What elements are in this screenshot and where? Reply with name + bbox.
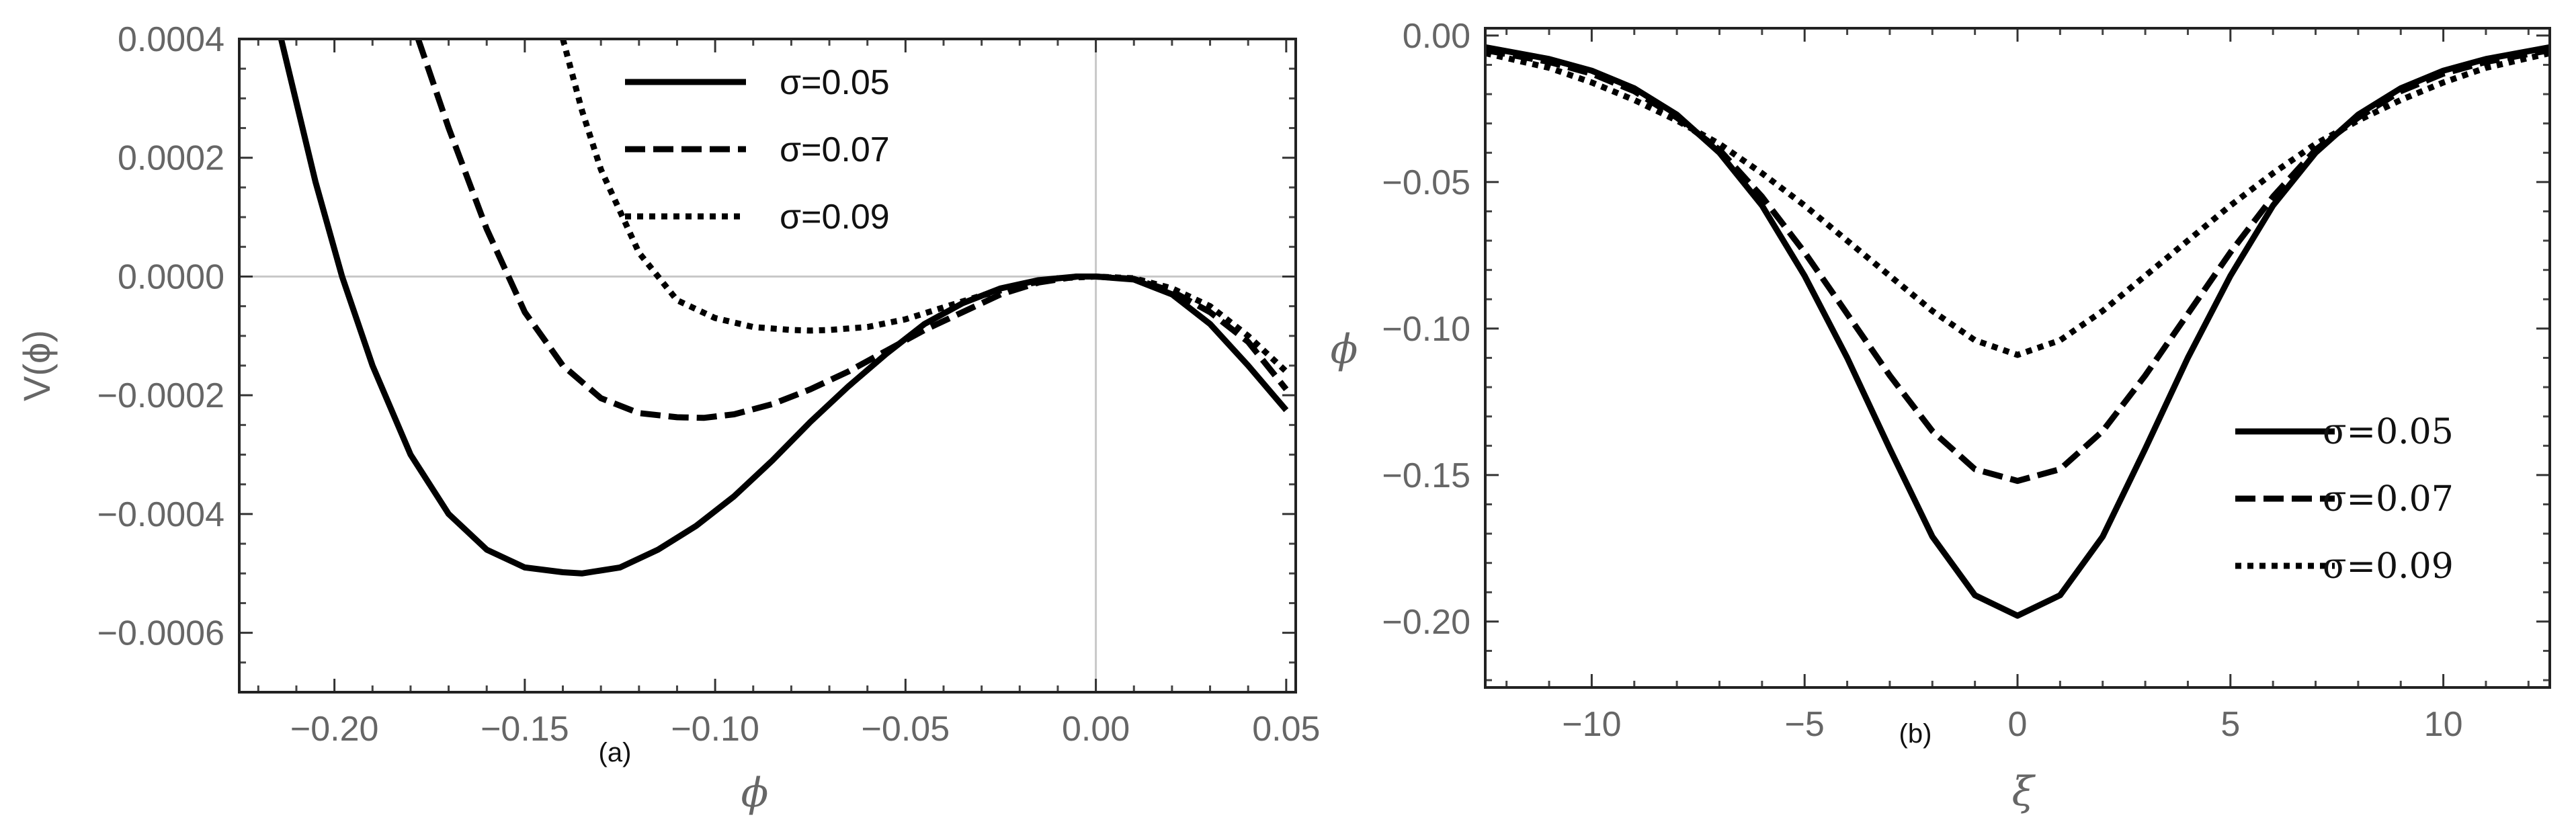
panel-a-x-axis-label: ϕ bbox=[741, 769, 769, 817]
y-tick-label: 0.0000 bbox=[118, 257, 224, 296]
x-tick-label: −0.15 bbox=[481, 710, 569, 749]
y-tick-label: −0.0006 bbox=[97, 614, 224, 653]
y-tick-label: −0.0004 bbox=[97, 495, 224, 534]
panel-b-x-axis-label: ξ bbox=[2011, 768, 2036, 815]
legend-label: σ=0.07 bbox=[780, 130, 890, 169]
y-tick-label: −0.20 bbox=[1382, 603, 1470, 642]
x-tick-label: 5 bbox=[2220, 705, 2240, 744]
panel-b: −10 −5 0 5 10 0.00 −0.05 −0.10 −0.15 −0.20 ϕ ξ (b… bbox=[1331, 17, 2551, 815]
legend-label: σ=0.05 bbox=[2323, 412, 2454, 452]
panel-a-label: (a) bbox=[599, 738, 632, 767]
x-tick-label: −5 bbox=[1785, 705, 1825, 744]
panel-a: −0.20 −0.15 −0.10 −0.05 0.00 0.05 0.0004 0.0002… bbox=[15, 20, 1320, 817]
y-tick-label: 0.0004 bbox=[118, 20, 224, 59]
panel-b-y-axis-label: ϕ bbox=[1331, 326, 1358, 373]
y-tick-label: −0.15 bbox=[1382, 456, 1470, 495]
x-tick-label: −0.20 bbox=[290, 710, 379, 749]
legend-label: σ=0.09 bbox=[2323, 546, 2454, 587]
panel-a-frame bbox=[238, 38, 1297, 694]
panel-a-legend: σ=0.05 σ=0.07 σ=0.09 bbox=[625, 63, 890, 237]
panel-a-y-axis-label: V(ϕ) bbox=[15, 330, 58, 401]
legend-label: σ=0.07 bbox=[2323, 479, 2454, 519]
panel-b-legend: σ=0.05 σ=0.07 σ=0.09 bbox=[2235, 412, 2454, 587]
x-tick-label: −0.10 bbox=[671, 710, 759, 749]
series-line-dashed bbox=[1485, 47, 2550, 485]
y-tick-label: −0.05 bbox=[1382, 163, 1470, 202]
y-tick-label: −0.10 bbox=[1382, 310, 1470, 349]
x-tick-label: 0.00 bbox=[1062, 710, 1130, 749]
y-tick-label: 0.00 bbox=[1403, 17, 1470, 56]
x-tick-label: 10 bbox=[2424, 705, 2463, 744]
x-tick-label: −0.05 bbox=[862, 710, 950, 749]
series-line-dotted bbox=[560, 39, 1288, 374]
y-tick-label: 0.0002 bbox=[118, 139, 224, 178]
y-tick-label: −0.0002 bbox=[97, 376, 224, 415]
x-tick-label: 0 bbox=[2008, 705, 2028, 744]
x-tick-label: 0.05 bbox=[1252, 710, 1320, 749]
panel-b-ticks: −10 −5 0 5 10 0.00 −0.05 −0.10 −0.15 −0.20 bbox=[1382, 17, 2550, 744]
panel-b-series bbox=[1485, 44, 2550, 619]
legend-label: σ=0.05 bbox=[780, 63, 890, 102]
panel-a-ticks: −0.20 −0.15 −0.10 −0.05 0.00 0.05 0.0004 0.0002… bbox=[97, 20, 1321, 749]
legend-label: σ=0.09 bbox=[780, 198, 890, 237]
panel-b-frame bbox=[1484, 27, 2551, 689]
panel-b-label: (b) bbox=[1899, 719, 1932, 749]
series-line-dotted bbox=[1485, 50, 2550, 358]
panel-a-series bbox=[278, 39, 1289, 577]
series-line-dashed bbox=[415, 39, 1289, 421]
x-tick-label: −10 bbox=[1562, 705, 1621, 744]
